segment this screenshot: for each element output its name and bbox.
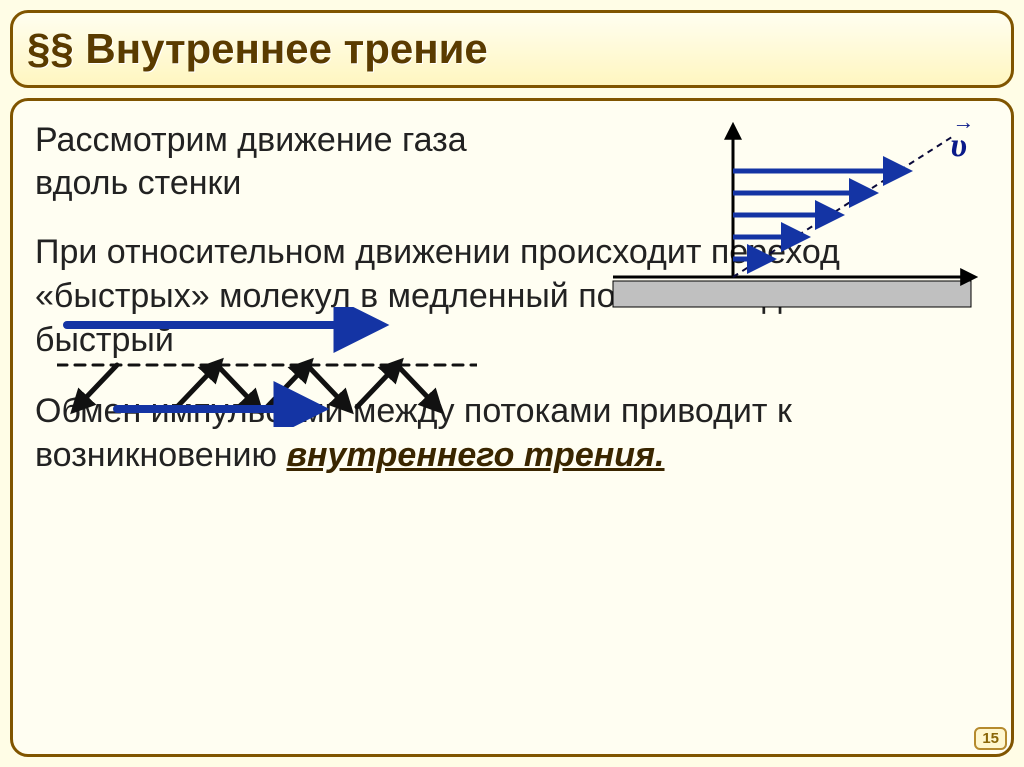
slide-title: §§ Внутреннее трение — [27, 25, 488, 73]
paragraph-2-emphasis: внутреннего трения. — [286, 436, 664, 474]
molecule-exchange-diagram — [57, 307, 477, 427]
page-number: 15 — [974, 727, 1007, 750]
title-box: §§ Внутреннее трение — [10, 10, 1014, 88]
velocity-profile-diagram: → υ — [603, 119, 983, 319]
content-box: Рассмотрим движение газа вдоль стенки — [10, 98, 1014, 757]
slide: §§ Внутреннее трение Рассмотрим движение… — [0, 0, 1024, 767]
intro-text: Рассмотрим движение газа вдоль стенки — [35, 119, 555, 204]
velocity-symbol: → υ — [950, 127, 967, 165]
